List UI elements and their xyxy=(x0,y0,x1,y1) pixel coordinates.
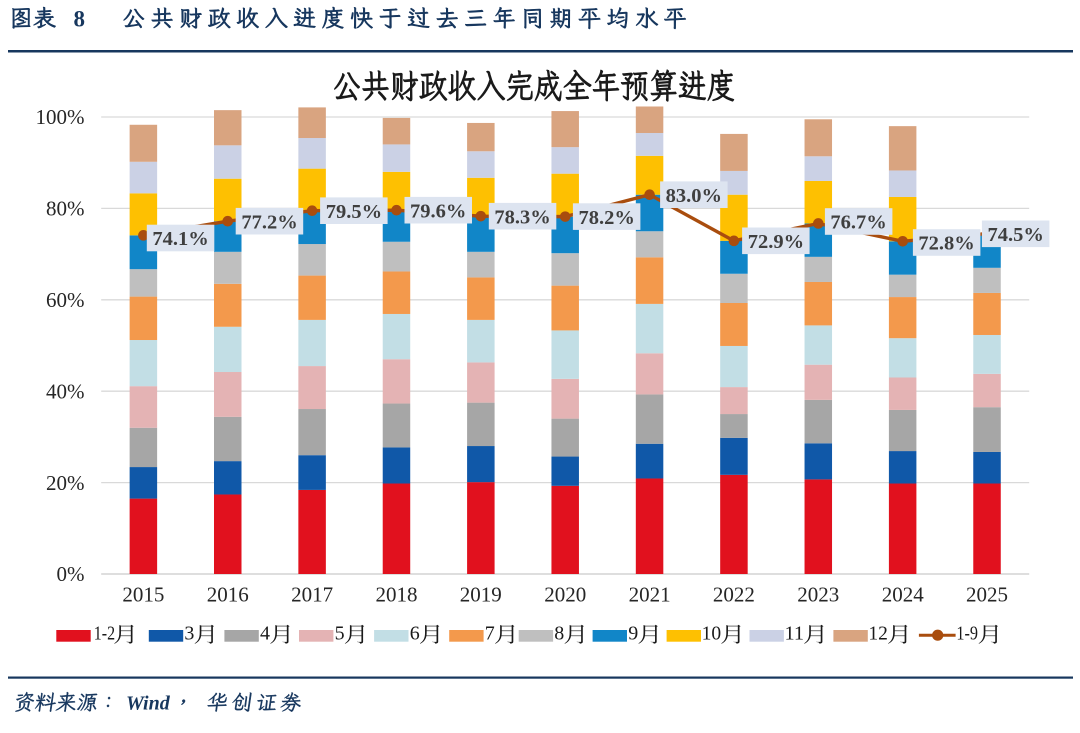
svg-text:11: 11 xyxy=(785,622,805,644)
svg-text:6: 6 xyxy=(410,622,420,644)
svg-text:2023: 2023 xyxy=(797,583,839,607)
svg-text:2018: 2018 xyxy=(376,583,418,607)
svg-text:74.1%: 74.1% xyxy=(152,228,208,250)
svg-text:20%: 20% xyxy=(46,471,85,495)
svg-text:12: 12 xyxy=(868,622,888,644)
svg-text:72.9%: 72.9% xyxy=(748,231,804,253)
svg-text:80%: 80% xyxy=(46,197,85,221)
svg-text:77.2%: 77.2% xyxy=(241,211,297,233)
svg-text:7: 7 xyxy=(485,622,495,644)
svg-text:9: 9 xyxy=(628,622,638,644)
svg-text:78.2%: 78.2% xyxy=(579,207,635,229)
svg-text:60%: 60% xyxy=(46,288,85,312)
svg-text:0%: 0% xyxy=(57,562,85,586)
svg-text:Wind: Wind xyxy=(126,693,171,715)
svg-text:2025: 2025 xyxy=(966,583,1008,607)
svg-text:78.3%: 78.3% xyxy=(494,206,550,228)
svg-text:76.7%: 76.7% xyxy=(830,212,886,234)
svg-text:8: 8 xyxy=(554,622,564,644)
svg-text:83.0%: 83.0% xyxy=(666,185,722,207)
svg-text:1-9: 1-9 xyxy=(956,622,978,644)
svg-text:2015: 2015 xyxy=(122,583,164,607)
svg-text:2024: 2024 xyxy=(882,583,925,607)
svg-text:79.6%: 79.6% xyxy=(410,200,466,222)
svg-text:2022: 2022 xyxy=(713,583,755,607)
svg-text:2019: 2019 xyxy=(460,583,502,607)
svg-text:72.8%: 72.8% xyxy=(918,233,974,255)
svg-text:4: 4 xyxy=(260,622,270,644)
svg-text:74.5%: 74.5% xyxy=(988,224,1044,246)
svg-text:2021: 2021 xyxy=(629,583,671,607)
svg-text:3: 3 xyxy=(184,622,194,644)
svg-text:5: 5 xyxy=(335,622,345,644)
svg-text:2016: 2016 xyxy=(207,583,249,607)
svg-text:2020: 2020 xyxy=(544,583,586,607)
svg-text:8: 8 xyxy=(74,7,86,32)
svg-text:1-2: 1-2 xyxy=(94,622,115,644)
svg-text:2017: 2017 xyxy=(291,583,333,607)
svg-text:79.5%: 79.5% xyxy=(326,201,382,223)
svg-text:40%: 40% xyxy=(46,379,85,403)
svg-text:100%: 100% xyxy=(36,105,85,129)
svg-text:10: 10 xyxy=(702,622,722,644)
